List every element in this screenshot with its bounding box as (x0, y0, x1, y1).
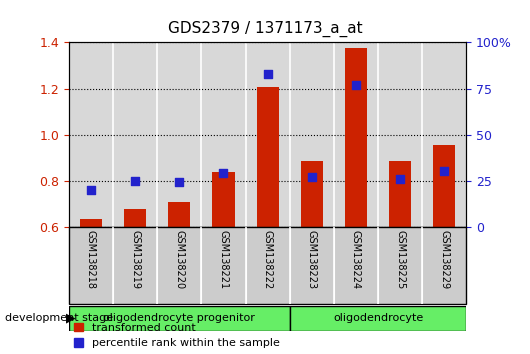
Legend: transformed count, percentile rank within the sample: transformed count, percentile rank withi… (74, 322, 280, 348)
Point (396, 176, 404, 182)
Text: oligodendrocyte progenitor: oligodendrocyte progenitor (103, 313, 255, 323)
Point (219, 170, 228, 176)
Text: GSM138225: GSM138225 (395, 230, 405, 290)
Bar (69, 227, 113, 304)
Bar (434, 145, 455, 227)
Bar (213, 172, 234, 227)
Text: GSM138219: GSM138219 (130, 230, 140, 290)
Bar (245, 227, 290, 304)
Text: oligodendrocyte: oligodendrocyte (333, 313, 423, 323)
Bar (378, 227, 422, 304)
Bar (334, 227, 378, 304)
Text: GSM138224: GSM138224 (351, 230, 361, 290)
Bar (290, 227, 334, 304)
Bar (290, 306, 466, 331)
Bar (201, 227, 245, 304)
Bar (124, 209, 146, 227)
Bar (80, 218, 102, 227)
Bar (257, 87, 279, 227)
Point (87, 187, 95, 193)
Text: GSM138218: GSM138218 (86, 230, 96, 290)
Bar (168, 202, 190, 227)
Bar (389, 161, 411, 227)
Bar (69, 306, 290, 331)
Text: GSM138229: GSM138229 (439, 230, 449, 290)
Point (263, 71, 272, 76)
Point (175, 179, 183, 185)
Text: GSM138223: GSM138223 (307, 230, 317, 290)
Text: GSM138222: GSM138222 (263, 230, 272, 290)
Text: ▶: ▶ (66, 312, 76, 325)
Bar (422, 227, 466, 304)
Bar (113, 227, 157, 304)
Point (352, 82, 360, 88)
Text: GSM138220: GSM138220 (174, 230, 184, 290)
Bar (301, 161, 323, 227)
Bar (345, 48, 367, 227)
Text: GSM138221: GSM138221 (218, 230, 228, 290)
Bar (157, 227, 201, 304)
Point (307, 174, 316, 180)
Point (440, 169, 448, 174)
Text: GDS2379 / 1371173_a_at: GDS2379 / 1371173_a_at (167, 21, 363, 38)
Point (131, 178, 139, 183)
Text: development stage: development stage (5, 313, 113, 323)
